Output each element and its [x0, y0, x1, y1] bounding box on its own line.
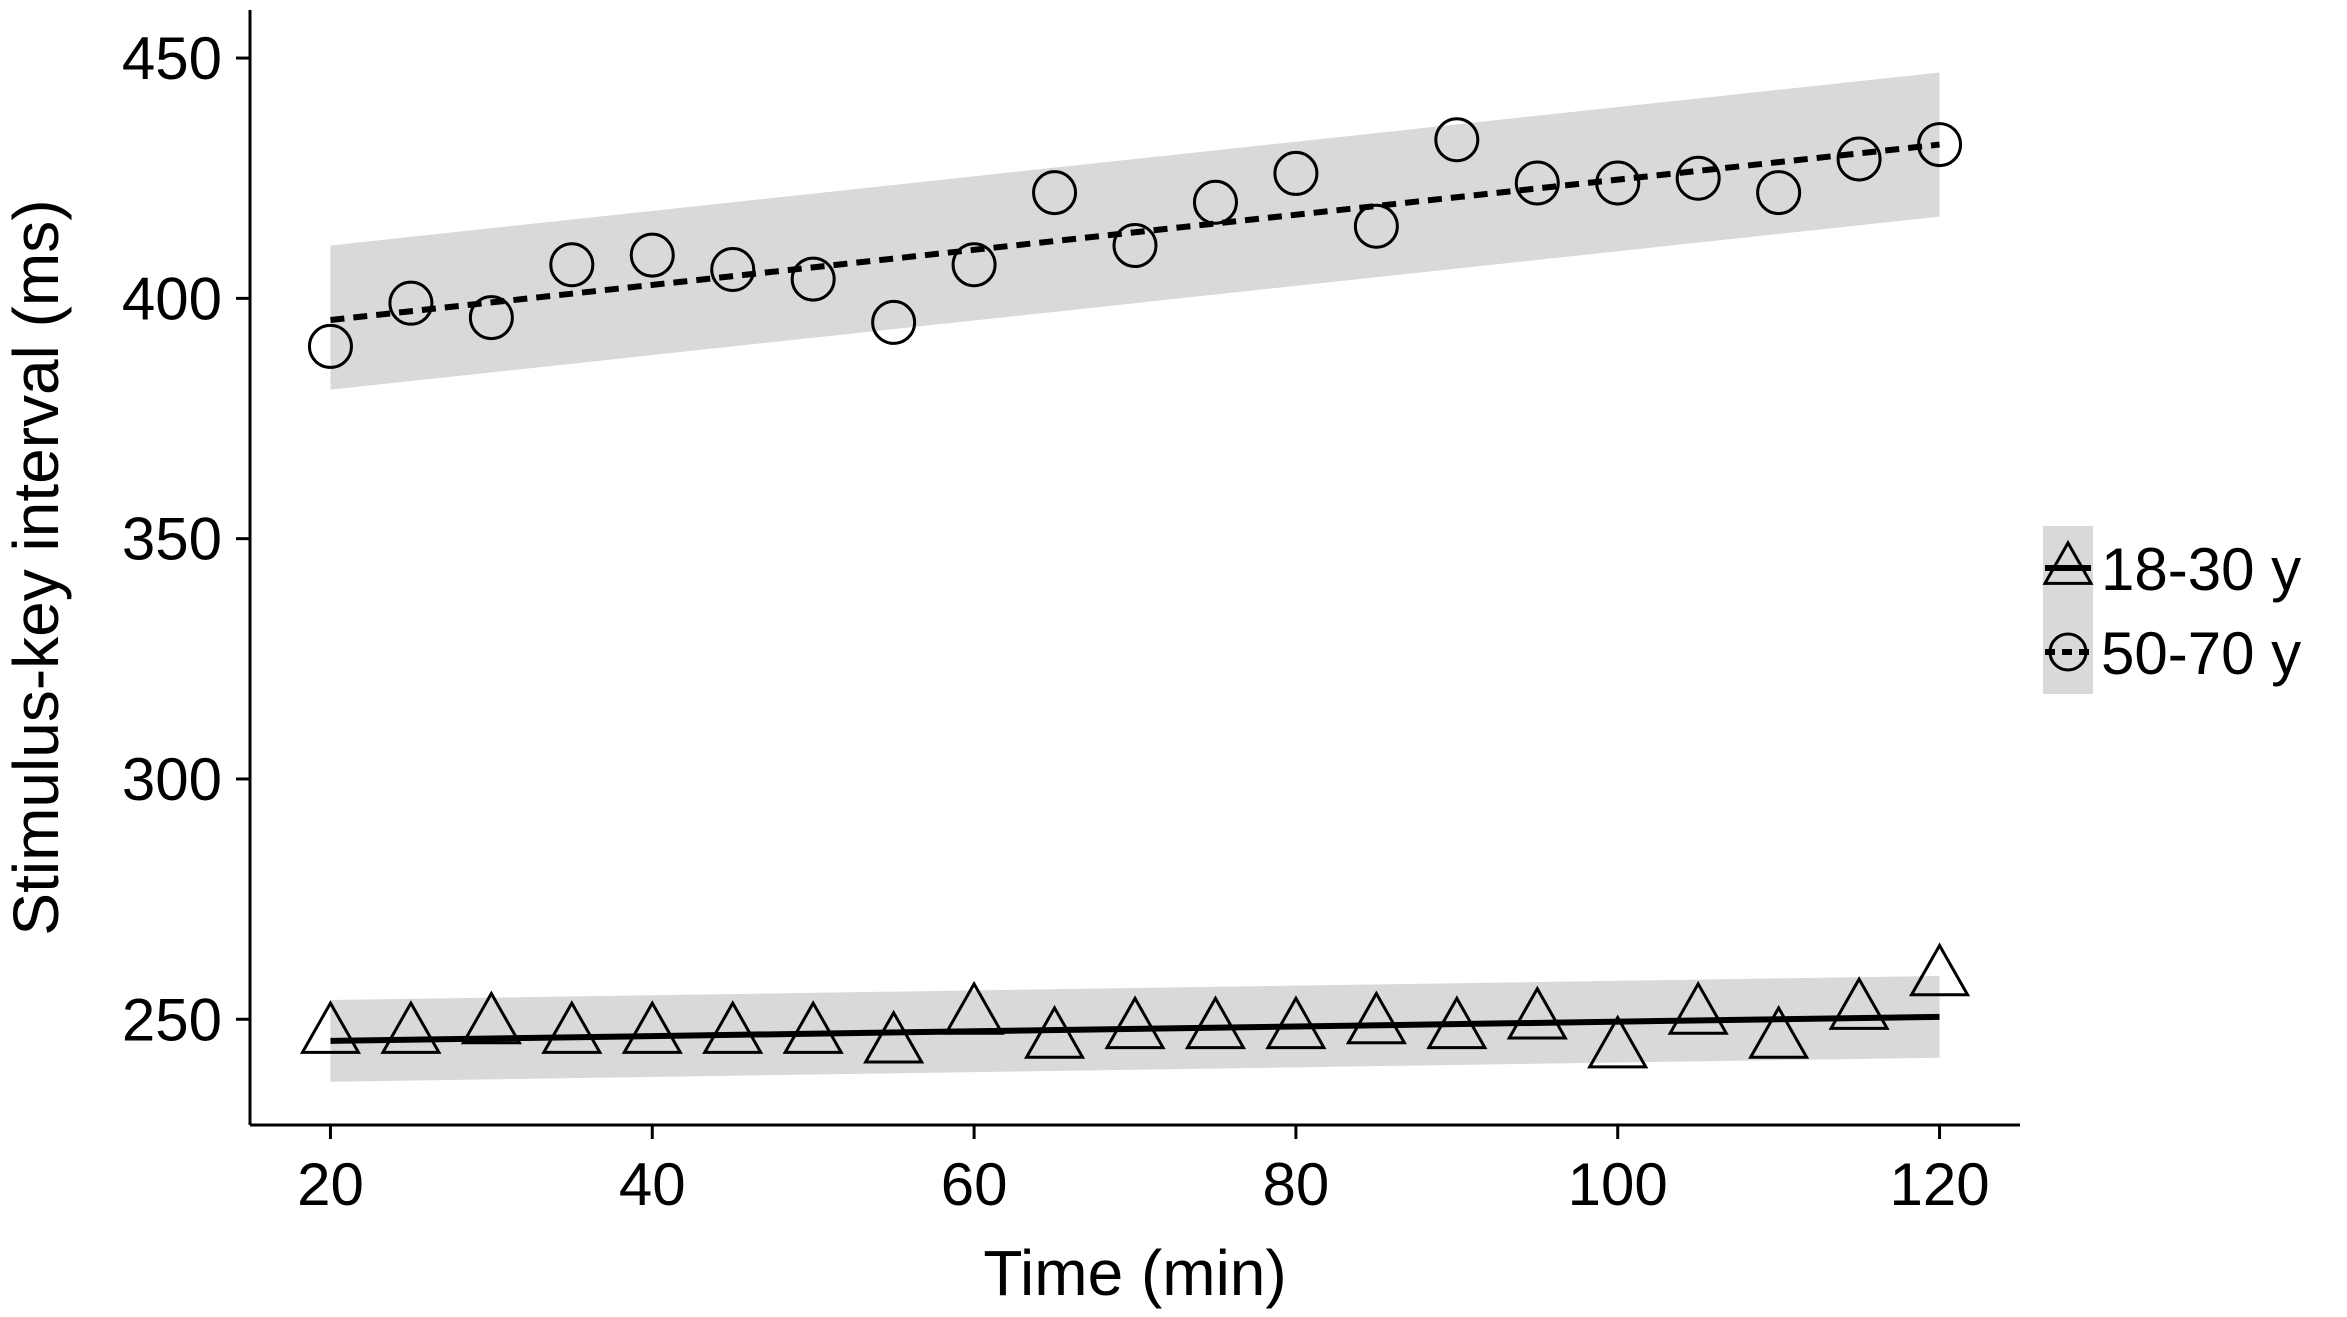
- triangle-point: [1748, 1004, 1810, 1059]
- legend-circle-icon: [2048, 632, 2088, 672]
- triangle-point: [1667, 980, 1729, 1035]
- circle-point: [951, 242, 997, 288]
- x-tick-label: 80: [1263, 1151, 1330, 1218]
- triangle-point: [1184, 995, 1247, 1050]
- y-tick-label: 250: [122, 986, 222, 1053]
- axes: 20 40 60 80 100 120 250 300 350 400 450: [122, 10, 2020, 1218]
- circle-point: [710, 247, 756, 293]
- triangle-point: [1828, 976, 1890, 1030]
- circle-point: [790, 256, 836, 302]
- x-tick-label: 60: [941, 1151, 1008, 1218]
- triangle-point: [782, 1000, 844, 1054]
- x-tick-label: 40: [619, 1151, 686, 1218]
- circle-point: [549, 242, 595, 288]
- legend-label-old: 50-70 y: [2101, 620, 2301, 687]
- y-axis-title: Stimulus-key interval (ms): [0, 199, 72, 935]
- circle-point: [1353, 203, 1399, 249]
- triangle-point: [702, 1000, 764, 1054]
- triangle-point: [1023, 1004, 1086, 1059]
- triangle-point: [943, 980, 1005, 1035]
- triangle-point: [1104, 995, 1166, 1050]
- circle-point: [1675, 155, 1721, 201]
- x-axis-title: Time (min): [983, 1237, 1286, 1309]
- triangle-point: [1345, 990, 1407, 1045]
- circle-point: [1917, 122, 1963, 168]
- triangle-point: [621, 1000, 683, 1054]
- legend-triangle-icon: [2042, 539, 2094, 585]
- fit-lines: [330, 141, 1940, 1044]
- circle-point: [629, 232, 675, 278]
- triangle-point: [460, 990, 522, 1045]
- legend-key-background: [2043, 526, 2093, 694]
- triangle-point: [1426, 995, 1488, 1050]
- circle-point: [1112, 222, 1158, 268]
- fit-line-young: [330, 1013, 1940, 1044]
- triangle-point: [380, 1000, 442, 1054]
- y-tick-label: 350: [122, 506, 222, 573]
- x-tick-label: 120: [1889, 1151, 1989, 1218]
- triangle-point: [1265, 995, 1327, 1050]
- triangle-point: [1506, 985, 1568, 1040]
- fit-line-old: [330, 141, 1940, 323]
- y-tick-label: 300: [122, 746, 222, 813]
- triangle-point: [1587, 1014, 1649, 1069]
- circle-point: [388, 280, 434, 326]
- triangle-point: [863, 1009, 925, 1064]
- triangle-point: [299, 1000, 362, 1054]
- data-markers: [299, 117, 1971, 1069]
- triangle-point: [541, 1000, 603, 1054]
- circle-point: [1836, 136, 1882, 182]
- circle-point: [1514, 160, 1560, 206]
- circle-point: [871, 299, 917, 345]
- circle-point: [1192, 179, 1238, 225]
- y-tick-label: 450: [122, 25, 222, 92]
- x-tick-label: 100: [1568, 1151, 1668, 1218]
- y-tick-label: 400: [122, 265, 222, 332]
- legend: 18-30 y 50-70 y: [2042, 526, 2301, 694]
- circle-point: [1434, 117, 1480, 163]
- circle-point: [468, 295, 514, 341]
- circle-point: [1756, 170, 1802, 216]
- triangle-point: [1908, 942, 1971, 997]
- legend-label-young: 18-30 y: [2101, 536, 2301, 603]
- circle-point: [1273, 150, 1319, 196]
- circle-point: [1595, 160, 1641, 206]
- circle-point: [307, 323, 353, 369]
- circle-point: [1032, 170, 1078, 216]
- x-tick-label: 20: [297, 1151, 364, 1218]
